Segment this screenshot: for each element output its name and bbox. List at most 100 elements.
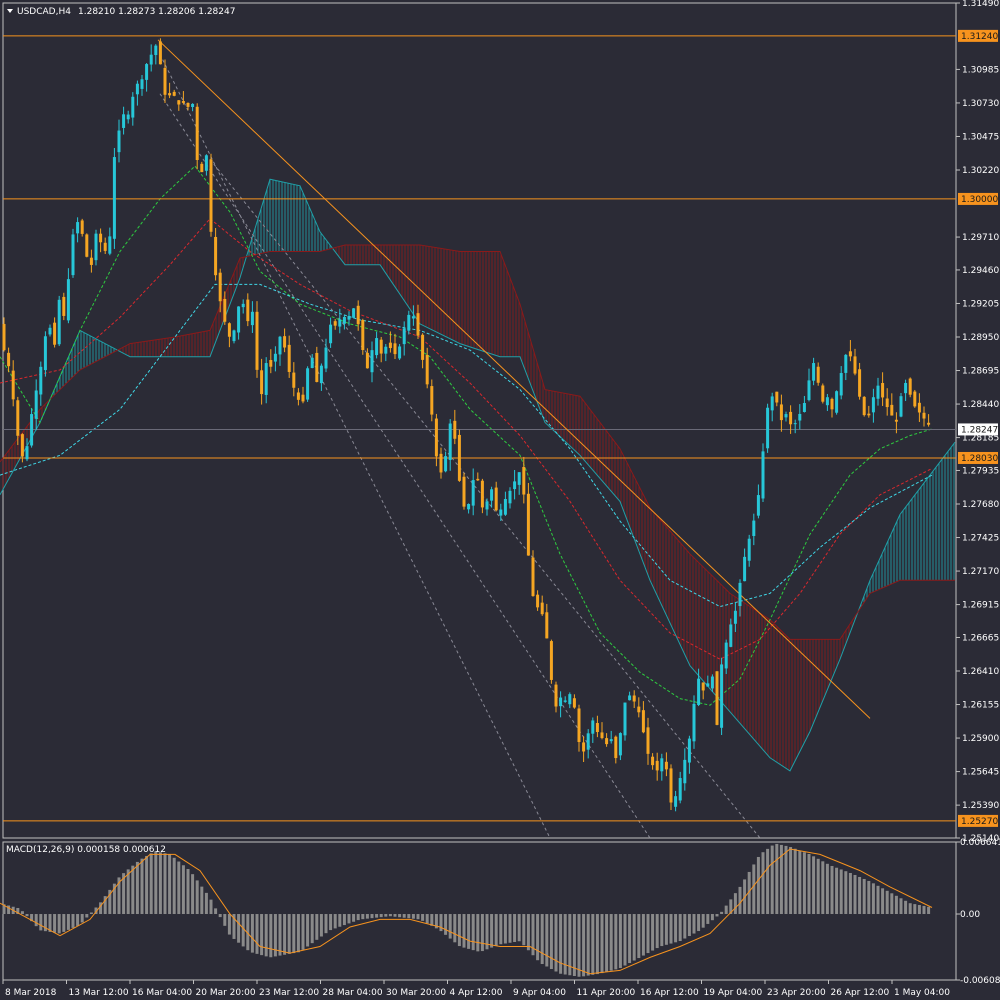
bear-candle bbox=[379, 339, 383, 354]
macd-bar bbox=[632, 914, 636, 961]
macd-bar bbox=[30, 914, 34, 922]
macd-bar bbox=[149, 853, 153, 915]
price-tick-label: 1.26665 bbox=[962, 633, 999, 643]
macd-bar bbox=[871, 883, 875, 915]
macd-bar bbox=[306, 914, 310, 947]
macd-bar bbox=[471, 914, 475, 951]
macd-bar bbox=[853, 874, 857, 915]
macd-bar bbox=[701, 914, 705, 928]
bear-candle bbox=[927, 422, 931, 425]
macd-bar bbox=[674, 914, 678, 943]
bear-candle bbox=[388, 342, 392, 349]
bear-candle bbox=[789, 411, 793, 425]
bear-candle bbox=[246, 299, 250, 322]
macd-bar bbox=[899, 898, 903, 915]
bull-candle bbox=[835, 391, 839, 413]
macd-bar bbox=[503, 914, 507, 944]
bull-candle bbox=[710, 676, 714, 689]
price-tick-label: 1.30730 bbox=[962, 99, 999, 109]
bear-candle bbox=[651, 756, 655, 766]
macd-bar bbox=[733, 893, 737, 915]
bull-candle bbox=[278, 336, 282, 355]
bear-candle bbox=[393, 343, 397, 355]
bear-candle bbox=[595, 723, 599, 733]
bull-candle bbox=[71, 234, 75, 276]
macd-bar bbox=[126, 869, 130, 915]
macd-histogram bbox=[2, 843, 931, 977]
channel-line bbox=[159, 54, 551, 839]
macd-bar bbox=[687, 914, 691, 937]
bull-candle bbox=[191, 103, 195, 108]
macd-bar bbox=[839, 869, 843, 915]
bear-candle bbox=[494, 487, 498, 511]
level-label: 1.31240 bbox=[961, 32, 998, 42]
bull-candle bbox=[76, 222, 80, 234]
macd-bar bbox=[287, 914, 291, 954]
level-label-box bbox=[958, 192, 998, 205]
bear-candle bbox=[195, 106, 199, 161]
macd-bar bbox=[927, 906, 931, 915]
bear-candle bbox=[301, 394, 305, 402]
macd-bar bbox=[752, 864, 756, 915]
macd-bar bbox=[338, 914, 342, 927]
macd-bar bbox=[430, 914, 434, 926]
time-tick-label: 9 Apr 04:00 bbox=[513, 988, 566, 998]
macd-bar bbox=[766, 848, 770, 915]
bear-candle bbox=[830, 398, 834, 410]
bear-candle bbox=[913, 391, 917, 407]
price-tick-label: 1.28950 bbox=[962, 333, 999, 343]
bull-candle bbox=[825, 397, 829, 406]
macd-tick-label: 0.006641 bbox=[960, 838, 1000, 848]
macd-bar bbox=[683, 914, 687, 939]
bear-candle bbox=[522, 466, 526, 495]
macd-bar bbox=[848, 872, 852, 915]
macd-bar bbox=[513, 914, 517, 943]
bear-candle bbox=[172, 91, 176, 96]
bull-candle bbox=[517, 472, 521, 485]
macd-bar bbox=[94, 907, 98, 915]
macd-bar bbox=[43, 914, 47, 932]
bear-candle bbox=[646, 727, 650, 754]
bull-candle bbox=[149, 54, 153, 65]
bear-candle bbox=[894, 419, 898, 422]
price-tick-label: 1.29205 bbox=[962, 299, 999, 309]
macd-tick-label: 0.00 bbox=[960, 910, 980, 920]
macd-bar bbox=[793, 848, 797, 915]
bull-candle bbox=[43, 336, 47, 371]
bull-candle bbox=[117, 130, 121, 153]
bull-candle bbox=[122, 114, 126, 128]
chevron-down-icon[interactable] bbox=[7, 9, 13, 13]
macd-bar bbox=[784, 845, 788, 915]
macd-bar bbox=[660, 914, 664, 947]
macd-bar bbox=[66, 914, 70, 930]
bear-candle bbox=[227, 323, 231, 337]
macd-bar bbox=[117, 877, 121, 915]
macd-bar bbox=[692, 914, 696, 934]
macd-signal-line bbox=[0, 848, 933, 975]
time-tick-label: 23 Apr 20:00 bbox=[767, 988, 826, 998]
level-label-box bbox=[958, 814, 998, 827]
bull-candle bbox=[687, 738, 691, 763]
macd-bar bbox=[365, 914, 369, 919]
macd-bar bbox=[623, 914, 627, 966]
macd-pane[interactable] bbox=[0, 841, 957, 981]
level-label: 1.25270 bbox=[961, 817, 998, 827]
macd-tick-label: -0.006085 bbox=[960, 976, 1000, 986]
bear-candle bbox=[572, 698, 576, 708]
macd-bar bbox=[99, 902, 103, 915]
price-tick-label: 1.31490 bbox=[962, 0, 999, 9]
macd-label: MACD(12,26,9) 0.000158 0.000612 bbox=[6, 845, 166, 855]
bear-candle bbox=[11, 370, 15, 400]
bull-candle bbox=[135, 83, 139, 95]
price-tick-label: 1.30220 bbox=[962, 166, 999, 176]
macd-bar bbox=[499, 914, 503, 945]
bear-candle bbox=[701, 682, 705, 691]
macd-bar bbox=[453, 914, 457, 943]
bear-candle bbox=[821, 385, 825, 402]
price-pane[interactable] bbox=[0, 2, 957, 839]
macd-bar bbox=[457, 914, 461, 947]
macd-bar bbox=[890, 893, 894, 915]
macd-bar bbox=[85, 914, 89, 918]
bear-candle bbox=[200, 163, 204, 173]
